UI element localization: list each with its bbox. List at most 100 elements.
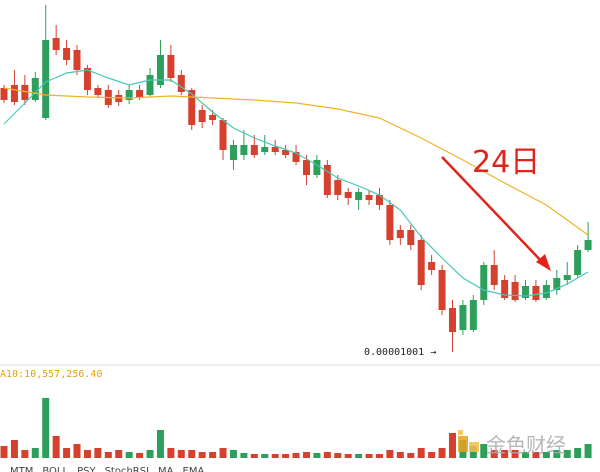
volume-bar [250, 454, 258, 458]
candle-body [365, 195, 373, 200]
candle-body [229, 145, 237, 160]
candle-body [156, 55, 164, 85]
volume-bar [532, 452, 540, 458]
indicator-tab[interactable]: BOLL [42, 466, 68, 472]
volume-bar [344, 454, 352, 458]
volume-bar [209, 452, 217, 458]
candle-body [250, 145, 258, 155]
volume-bar [0, 446, 8, 458]
candle-body [501, 280, 509, 298]
indicator-tab[interactable]: StochRSI [105, 466, 149, 472]
watermark-logo [458, 430, 479, 452]
volume-bar [511, 450, 519, 458]
volume-bar [21, 450, 29, 458]
volume-bar [52, 436, 60, 458]
volume-bar [428, 452, 436, 458]
volume-bar [271, 454, 279, 458]
candle-body [396, 230, 404, 238]
candle-body [355, 192, 363, 200]
volume-bar [94, 448, 102, 458]
indicator-tabs: MTM BOLL PSY StochRSI MA EMA [10, 466, 204, 472]
candle-body [209, 115, 217, 120]
volume-bar [553, 450, 561, 458]
volume-bar [563, 450, 571, 458]
candle-body [563, 275, 571, 280]
candle-body [553, 278, 561, 290]
candle-body [167, 55, 175, 78]
ma-line [3, 69, 589, 297]
annotation-arrowhead [536, 254, 551, 271]
volume-bar [375, 454, 383, 458]
candle-body [448, 308, 456, 332]
annotation-text: 24日 [472, 145, 540, 180]
volume-ma-label: A10:10,557,256.40 [0, 369, 102, 380]
volume-bar [355, 454, 363, 458]
candle-body [511, 282, 519, 300]
volume-bar [115, 450, 123, 458]
price-panel: 24日 [0, 5, 592, 352]
volume-bar [83, 450, 91, 458]
volume-bar [365, 454, 373, 458]
volume-bar [438, 448, 446, 458]
candle-body [177, 75, 185, 92]
indicator-tab[interactable]: EMA [183, 466, 205, 472]
volume-bar [63, 448, 71, 458]
volume-bar [31, 448, 39, 458]
candle-body [323, 165, 331, 195]
volume-bar [240, 453, 248, 458]
candle-body [480, 265, 488, 300]
candle-body [313, 160, 321, 175]
volume-bar [501, 450, 509, 458]
candle-body [407, 230, 415, 245]
candle-body [542, 285, 550, 298]
volume-bar [584, 444, 592, 458]
volume-bar [198, 452, 206, 458]
candle-body [115, 95, 123, 102]
volume-bar [522, 452, 529, 458]
candle-body [344, 192, 352, 198]
indicator-tab[interactable]: PSY [77, 466, 96, 472]
volume-bar [292, 453, 300, 458]
candle-body [459, 305, 467, 330]
candle-body [125, 90, 133, 100]
candle-body [469, 300, 477, 330]
indicator-tab[interactable]: MTM [10, 466, 33, 472]
volume-bar [104, 452, 112, 458]
candle-body [522, 286, 529, 298]
candle-body [136, 90, 144, 98]
candle-body [10, 85, 18, 102]
volume-bar [136, 453, 144, 458]
volume-bar [146, 450, 154, 458]
volume-panel [0, 398, 592, 458]
candle-body [532, 286, 540, 300]
volume-bar [261, 454, 269, 458]
volume-bar [302, 452, 310, 458]
candle-body [584, 240, 592, 250]
candle-body [271, 147, 279, 152]
volume-bar [490, 450, 498, 458]
candle-body [146, 75, 154, 95]
volume-bar [219, 448, 227, 458]
volume-bar [125, 452, 133, 458]
candle-body [261, 147, 269, 152]
volume-bar [386, 450, 394, 458]
volume-bar [188, 450, 196, 458]
indicator-tab[interactable]: MA [158, 466, 174, 472]
candle-body [417, 240, 425, 285]
annotation-arrow [441, 156, 547, 267]
candle-body [386, 205, 394, 240]
candle-body [219, 120, 227, 150]
candle-body [73, 50, 81, 70]
volume-bar [229, 450, 237, 458]
candle-body [282, 150, 290, 155]
candle-body [188, 90, 196, 125]
low-annotation: 0.00001001 → [364, 347, 436, 358]
volume-bar [407, 453, 415, 458]
volume-bar [448, 433, 456, 458]
volume-bar [480, 444, 488, 458]
candle-body [83, 68, 91, 90]
candle-body [334, 180, 342, 195]
volume-bar [417, 448, 425, 458]
candle-body [428, 262, 436, 270]
